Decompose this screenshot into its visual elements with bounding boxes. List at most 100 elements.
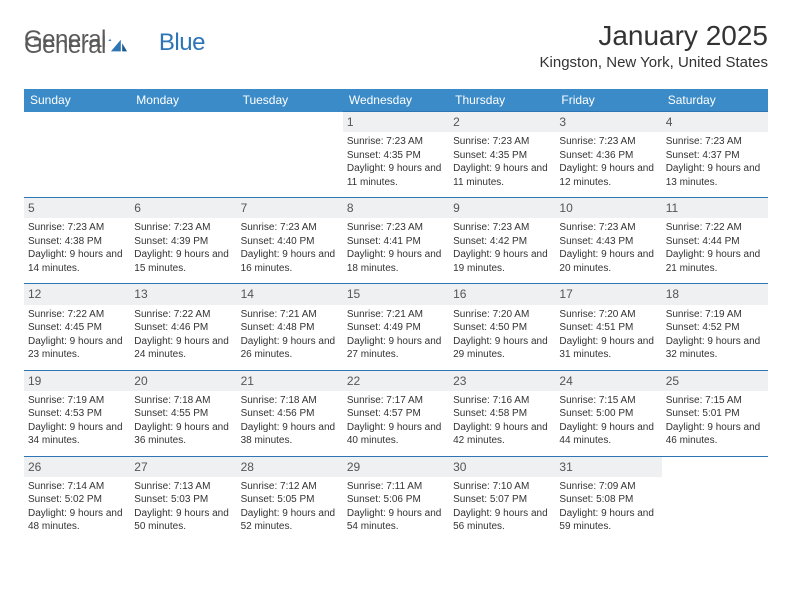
day-number: 30 bbox=[449, 457, 555, 477]
daylight-line: Daylight: 9 hours and 34 minutes. bbox=[28, 421, 126, 448]
calendar-cell bbox=[237, 112, 343, 198]
calendar-row: 5Sunrise: 7:23 AMSunset: 4:38 PMDaylight… bbox=[24, 198, 768, 284]
calendar-table: Sunday Monday Tuesday Wednesday Thursday… bbox=[24, 89, 768, 542]
weekday-header: Sunday bbox=[24, 89, 130, 112]
sunrise-line: Sunrise: 7:11 AM bbox=[347, 480, 445, 494]
sunset-line: Sunset: 4:38 PM bbox=[28, 235, 126, 249]
calendar-cell: 3Sunrise: 7:23 AMSunset: 4:36 PMDaylight… bbox=[555, 112, 661, 198]
daylight-line: Daylight: 9 hours and 40 minutes. bbox=[347, 421, 445, 448]
calendar-row: 26 Sunrise: 7:14 AMSunset: 5:02 PMDayligh… bbox=[24, 456, 768, 542]
weekday-header: Monday bbox=[130, 89, 236, 112]
sunrise-line: Sunrise: 7:23 AM bbox=[347, 221, 445, 235]
calendar-cell: 22Sunrise: 7:17 AMSunset: 4:57 PMDayligh… bbox=[343, 370, 449, 456]
calendar-cell: 20 Sunrise: 7:18 AMSunset: 4:55 PMDayligh… bbox=[130, 370, 236, 456]
sunset-line: Sunset: 4:42 PM bbox=[453, 235, 551, 249]
day-number: 6 bbox=[130, 198, 236, 218]
daylight-line: Daylight: 9 hours and 21 minutes. bbox=[666, 248, 764, 275]
sunrise-line: Sunrise: 7:23 AM bbox=[559, 135, 657, 149]
daylight-line: Daylight: 9 hours and 11 minutes. bbox=[347, 162, 445, 189]
day-details: Sunrise: 7:23 AMSunset: 4:38 PMDaylight:… bbox=[28, 221, 126, 275]
day-number: 9 bbox=[449, 198, 555, 218]
day-details: Sunrise: 7:19 AMSunset: 4:53 PMDaylight:… bbox=[28, 394, 126, 448]
day-details: Sunrise: 7:23 AMSunset: 4:39 PMDaylight:… bbox=[134, 221, 232, 275]
calendar-cell: 24Sunrise: 7:15 AMSunset: 5:00 PMDayligh… bbox=[555, 370, 661, 456]
calendar-row: 19Sunrise: 7:19 AMSunset: 4:53 PMDayligh… bbox=[24, 370, 768, 456]
logo-word-2: Blue bbox=[159, 29, 205, 57]
day-details: Sunrise: 7:22 AMSunset: 4:45 PMDaylight:… bbox=[28, 308, 126, 362]
logo-overlay: General Blue bbox=[24, 26, 205, 60]
sunset-line: Sunset: 4:43 PM bbox=[559, 235, 657, 249]
day-number: 25 bbox=[662, 371, 768, 391]
daylight-line: Daylight: 9 hours and 18 minutes. bbox=[347, 248, 445, 275]
day-number: 16 bbox=[449, 284, 555, 304]
sunset-line: Sunset: 5:02 PM bbox=[28, 493, 126, 507]
calendar-cell: 10Sunrise: 7:23 AMSunset: 4:43 PMDayligh… bbox=[555, 198, 661, 284]
daylight-line: Daylight: 9 hours and 52 minutes. bbox=[241, 507, 339, 534]
calendar-body: 1Sunrise: 7:23 AMSunset: 4:35 PMDaylight… bbox=[24, 112, 768, 542]
day-number: 12 bbox=[24, 284, 130, 304]
day-number: 27 bbox=[130, 457, 236, 477]
daylight-line: Daylight: 9 hours and 13 minutes. bbox=[666, 162, 764, 189]
sunrise-line: Sunrise: 7:17 AM bbox=[347, 394, 445, 408]
daylight-line: Daylight: 9 hours and 23 minutes. bbox=[28, 335, 126, 362]
sunset-line: Sunset: 5:08 PM bbox=[559, 493, 657, 507]
sunset-line: Sunset: 4:50 PM bbox=[453, 321, 551, 335]
day-details: Sunrise: 7:18 AMSunset: 4:55 PMDaylight:… bbox=[134, 394, 232, 448]
sunset-line: Sunset: 4:56 PM bbox=[241, 407, 339, 421]
day-details: Sunrise: 7:23 AMSunset: 4:40 PMDaylight:… bbox=[241, 221, 339, 275]
location: Kingston, New York, United States bbox=[540, 54, 768, 71]
day-details: Sunrise: 7:10 AMSunset: 5:07 PMDaylight:… bbox=[453, 480, 551, 534]
day-number: 20 bbox=[130, 371, 236, 391]
day-details: Sunrise: 7:23 AMSunset: 4:37 PMDaylight:… bbox=[666, 135, 764, 189]
day-details: Sunrise: 7:22 AMSunset: 4:46 PMDaylight:… bbox=[134, 308, 232, 362]
day-number: 26 bbox=[24, 457, 130, 477]
daylight-line: Daylight: 9 hours and 11 minutes. bbox=[453, 162, 551, 189]
sunset-line: Sunset: 4:39 PM bbox=[134, 235, 232, 249]
sunrise-line: Sunrise: 7:09 AM bbox=[559, 480, 657, 494]
calendar-cell bbox=[130, 112, 236, 198]
sunset-line: Sunset: 5:05 PM bbox=[241, 493, 339, 507]
sunset-line: Sunset: 4:37 PM bbox=[666, 149, 764, 163]
sunset-line: Sunset: 4:52 PM bbox=[666, 321, 764, 335]
sunset-line: Sunset: 4:57 PM bbox=[347, 407, 445, 421]
day-number: 5 bbox=[24, 198, 130, 218]
sunrise-line: Sunrise: 7:23 AM bbox=[666, 135, 764, 149]
calendar-cell: 21Sunrise: 7:18 AMSunset: 4:56 PMDayligh… bbox=[237, 370, 343, 456]
sunrise-line: Sunrise: 7:18 AM bbox=[134, 394, 232, 408]
daylight-line: Daylight: 9 hours and 44 minutes. bbox=[559, 421, 657, 448]
daylight-line: Daylight: 9 hours and 19 minutes. bbox=[453, 248, 551, 275]
day-details: Sunrise: 7:17 AMSunset: 4:57 PMDaylight:… bbox=[347, 394, 445, 448]
sunrise-line: Sunrise: 7:23 AM bbox=[453, 135, 551, 149]
calendar-cell: 9Sunrise: 7:23 AMSunset: 4:42 PMDaylight… bbox=[449, 198, 555, 284]
day-details: Sunrise: 7:21 AMSunset: 4:49 PMDaylight:… bbox=[347, 308, 445, 362]
daylight-line: Daylight: 9 hours and 36 minutes. bbox=[134, 421, 232, 448]
daylight-line: Daylight: 9 hours and 29 minutes. bbox=[453, 335, 551, 362]
sunrise-line: Sunrise: 7:19 AM bbox=[666, 308, 764, 322]
calendar-cell: 4Sunrise: 7:23 AMSunset: 4:37 PMDaylight… bbox=[662, 112, 768, 198]
sunrise-line: Sunrise: 7:15 AM bbox=[559, 394, 657, 408]
day-number: 8 bbox=[343, 198, 449, 218]
daylight-line: Daylight: 9 hours and 24 minutes. bbox=[134, 335, 232, 362]
daylight-line: Daylight: 9 hours and 14 minutes. bbox=[28, 248, 126, 275]
sunset-line: Sunset: 4:40 PM bbox=[241, 235, 339, 249]
day-number: 31 bbox=[555, 457, 661, 477]
sunset-line: Sunset: 4:49 PM bbox=[347, 321, 445, 335]
calendar-cell: 16 Sunrise: 7:20 AMSunset: 4:50 PMDayligh… bbox=[449, 284, 555, 370]
sunset-line: Sunset: 4:51 PM bbox=[559, 321, 657, 335]
day-details: Sunrise: 7:23 AMSunset: 4:35 PMDaylight:… bbox=[453, 135, 551, 189]
calendar-cell: 6 Sunrise: 7:23 AMSunset: 4:39 PMDaylight… bbox=[130, 198, 236, 284]
day-number: 1 bbox=[343, 112, 449, 132]
calendar-cell: 17Sunrise: 7:20 AMSunset: 4:51 PMDayligh… bbox=[555, 284, 661, 370]
calendar-cell: 8Sunrise: 7:23 AMSunset: 4:41 PMDaylight… bbox=[343, 198, 449, 284]
title-block: January 2025 Kingston, New York, United … bbox=[540, 20, 768, 71]
sunrise-line: Sunrise: 7:20 AM bbox=[453, 308, 551, 322]
day-details: Sunrise: 7:14 AMSunset: 5:02 PMDaylight:… bbox=[28, 480, 126, 534]
daylight-line: Daylight: 9 hours and 38 minutes. bbox=[241, 421, 339, 448]
sunrise-line: Sunrise: 7:12 AM bbox=[241, 480, 339, 494]
sunset-line: Sunset: 4:45 PM bbox=[28, 321, 126, 335]
sunset-line: Sunset: 4:55 PM bbox=[134, 407, 232, 421]
day-number: 24 bbox=[555, 371, 661, 391]
sunrise-line: Sunrise: 7:23 AM bbox=[134, 221, 232, 235]
daylight-line: Daylight: 9 hours and 42 minutes. bbox=[453, 421, 551, 448]
sunrise-line: Sunrise: 7:23 AM bbox=[559, 221, 657, 235]
